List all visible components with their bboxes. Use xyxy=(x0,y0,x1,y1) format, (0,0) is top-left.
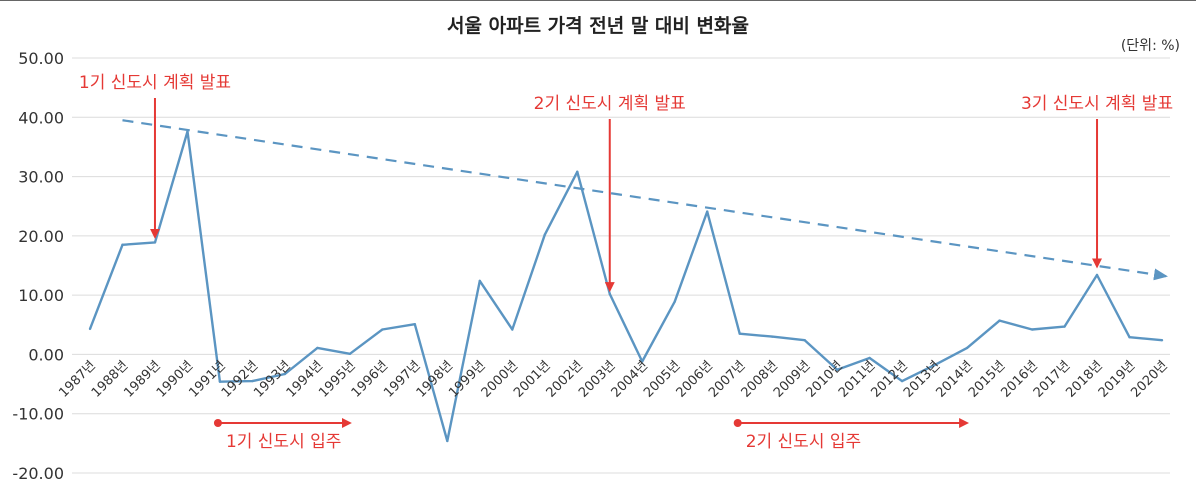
annotation-label: 3기 신도시 계획 발표 xyxy=(1021,94,1173,114)
y-tick-label: 30.00 xyxy=(18,168,64,187)
x-tick-label: 2020년 xyxy=(1128,358,1170,400)
data-point xyxy=(868,356,871,360)
data-point xyxy=(1160,339,1164,342)
data-point xyxy=(446,439,449,443)
data-point xyxy=(511,328,514,331)
data-point xyxy=(121,243,124,246)
data-point xyxy=(316,346,319,350)
data-point xyxy=(283,372,287,376)
data-point xyxy=(835,368,839,372)
series-line xyxy=(88,130,1163,443)
data-point xyxy=(153,241,157,244)
data-point xyxy=(186,130,189,133)
data-point xyxy=(673,300,676,303)
data-point xyxy=(576,170,579,174)
data-point xyxy=(1095,273,1099,277)
data-point xyxy=(88,327,92,331)
data-point xyxy=(803,339,806,342)
y-tick-label: 20.00 xyxy=(18,227,64,246)
y-tick-label: 10.00 xyxy=(18,286,64,305)
data-point xyxy=(218,380,222,383)
trend-line xyxy=(122,119,1168,281)
data-point xyxy=(706,210,709,213)
data-point xyxy=(770,335,774,338)
annotation-label: 1기 신도시 계획 발표 xyxy=(79,73,231,93)
data-point xyxy=(251,379,254,383)
data-point xyxy=(543,233,546,236)
data-point xyxy=(1128,336,1131,339)
annotation-label: 2기 신도시 계획 발표 xyxy=(534,94,686,114)
data-point xyxy=(348,352,352,356)
data-point xyxy=(933,363,936,367)
data-point xyxy=(413,322,417,326)
range-label: 2기 신도시 입주 xyxy=(746,432,861,452)
data-point xyxy=(965,346,969,350)
y-tick-label: 50.00 xyxy=(18,49,64,68)
data-point xyxy=(900,379,904,383)
data-point xyxy=(478,279,482,283)
y-tick-label: -20.00 xyxy=(12,464,64,483)
y-tick-label: -10.00 xyxy=(12,405,64,424)
data-point xyxy=(1030,328,1034,331)
y-tick-label: 40.00 xyxy=(18,108,64,127)
data-point xyxy=(1063,325,1066,328)
range-label: 1기 신도시 입주 xyxy=(226,432,341,452)
data-point xyxy=(608,292,611,296)
data-point xyxy=(738,332,741,335)
data-point xyxy=(998,319,1001,322)
y-tick-label: 0.00 xyxy=(28,345,64,364)
data-point xyxy=(641,360,644,363)
unit-label: (단위: %) xyxy=(1120,38,1180,54)
chart-title: 서울 아파트 가격 전년 말 대비 변화율 xyxy=(447,15,749,37)
data-point xyxy=(381,328,384,331)
